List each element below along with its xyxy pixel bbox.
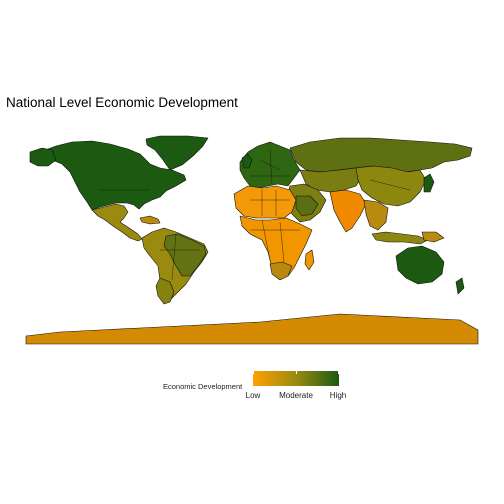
region-antarctica[interactable] [25,313,479,345]
region-sub-saharan-africa[interactable] [239,215,313,279]
region-central-america[interactable] [91,203,143,242]
region-caribbean[interactable] [139,215,161,225]
region-uk[interactable] [241,153,253,169]
legend-color-bar [253,371,339,386]
legend-tick-high [338,371,339,374]
region-new-guinea[interactable] [421,231,445,243]
region-southeast-asia[interactable] [363,199,389,231]
legend-title: Economic Development [163,382,243,391]
country-borders [100,149,411,281]
region-brazil[interactable] [163,233,207,277]
region-south-asia[interactable] [329,189,367,233]
region-greenland[interactable] [145,135,209,171]
region-japan[interactable] [423,173,435,193]
legend-label-moderate: Moderate [279,391,313,400]
region-north-africa[interactable] [233,185,297,219]
region-arabia[interactable] [295,195,319,217]
region-madagascar[interactable] [304,249,315,271]
region-south-africa[interactable] [269,261,293,281]
region-china[interactable] [355,165,427,207]
region-alaska[interactable] [29,147,57,167]
legend-label-low: Low [245,391,261,400]
legend-label-high: High [329,391,347,400]
map-title: National Level Economic Development [6,95,238,110]
region-australia[interactable] [395,245,445,285]
region-indonesia[interactable] [371,231,429,245]
region-new-zealand[interactable] [455,277,465,295]
legend-tick-moderate [296,371,297,374]
legend-tick-low [253,371,254,374]
region-southern-cone[interactable] [155,277,175,305]
region-north-america[interactable] [39,140,187,211]
